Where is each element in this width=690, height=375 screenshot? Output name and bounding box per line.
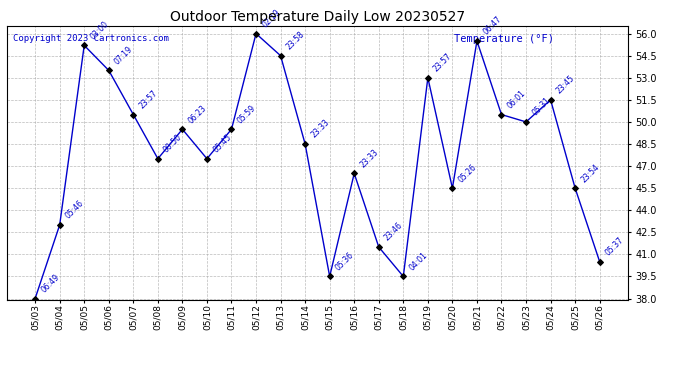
Point	[201, 156, 213, 162]
Point	[324, 273, 335, 279]
Text: 23:45: 23:45	[555, 74, 577, 96]
Point	[398, 273, 409, 279]
Point	[30, 296, 41, 302]
Point	[520, 119, 531, 125]
Text: 05:31: 05:31	[530, 96, 552, 118]
Point	[447, 185, 458, 191]
Text: 06:23: 06:23	[186, 103, 208, 125]
Text: 04:01: 04:01	[408, 251, 429, 272]
Point	[594, 259, 605, 265]
Text: 05:36: 05:36	[334, 251, 356, 272]
Text: 23:33: 23:33	[309, 118, 331, 140]
Text: 02:19: 02:19	[260, 8, 282, 30]
Point	[128, 111, 139, 117]
Point	[79, 42, 90, 48]
Text: 06:47: 06:47	[481, 15, 503, 37]
Point	[152, 156, 164, 162]
Point	[373, 244, 384, 250]
Text: 23:33: 23:33	[358, 147, 380, 169]
Point	[496, 111, 507, 117]
Point	[104, 68, 115, 74]
Point	[275, 53, 286, 58]
Point	[54, 222, 65, 228]
Text: 06:01: 06:01	[506, 88, 527, 110]
Point	[570, 185, 581, 191]
Text: Copyright 2023 Cartronics.com: Copyright 2023 Cartronics.com	[13, 34, 169, 44]
Text: 03:00: 03:00	[88, 19, 110, 41]
Point	[226, 126, 237, 132]
Text: 23:58: 23:58	[285, 30, 306, 51]
Point	[422, 75, 433, 81]
Text: 05:59: 05:59	[236, 103, 257, 125]
Point	[299, 141, 310, 147]
Text: Temperature (°F): Temperature (°F)	[454, 34, 554, 45]
Text: 23:57: 23:57	[137, 88, 159, 110]
Text: 05:26: 05:26	[457, 162, 478, 184]
Text: 23:54: 23:54	[580, 162, 601, 184]
Title: Outdoor Temperature Daily Low 20230527: Outdoor Temperature Daily Low 20230527	[170, 10, 465, 24]
Text: 23:57: 23:57	[432, 52, 454, 74]
Text: 05:46: 05:46	[64, 199, 86, 221]
Point	[348, 170, 359, 176]
Point	[250, 31, 262, 37]
Text: 23:46: 23:46	[383, 221, 405, 243]
Point	[177, 126, 188, 132]
Text: 05:45: 05:45	[211, 133, 233, 154]
Point	[471, 38, 482, 44]
Point	[545, 97, 556, 103]
Text: 06:49: 06:49	[39, 273, 61, 294]
Text: 07:19: 07:19	[113, 44, 135, 66]
Text: 05:37: 05:37	[604, 236, 626, 258]
Text: 00:50: 00:50	[162, 133, 184, 154]
